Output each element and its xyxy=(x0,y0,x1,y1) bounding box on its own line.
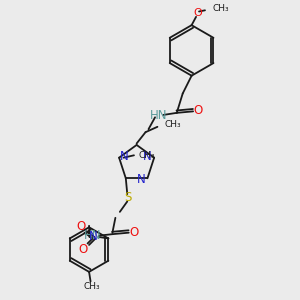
Text: CH₃: CH₃ xyxy=(212,4,229,13)
Text: CH₃: CH₃ xyxy=(165,120,181,129)
Text: CH₃: CH₃ xyxy=(83,282,100,291)
Text: O: O xyxy=(193,104,203,117)
Text: N: N xyxy=(136,173,145,186)
Text: HN: HN xyxy=(84,229,102,242)
Text: O: O xyxy=(77,220,86,233)
Text: N: N xyxy=(120,150,129,163)
Text: O: O xyxy=(129,226,138,238)
Text: O: O xyxy=(193,8,202,18)
Text: CH₃: CH₃ xyxy=(138,151,155,160)
Text: HN: HN xyxy=(150,109,168,122)
Text: S: S xyxy=(124,191,132,204)
Text: N: N xyxy=(143,150,152,163)
Text: O: O xyxy=(79,243,88,256)
Text: N: N xyxy=(89,230,98,242)
